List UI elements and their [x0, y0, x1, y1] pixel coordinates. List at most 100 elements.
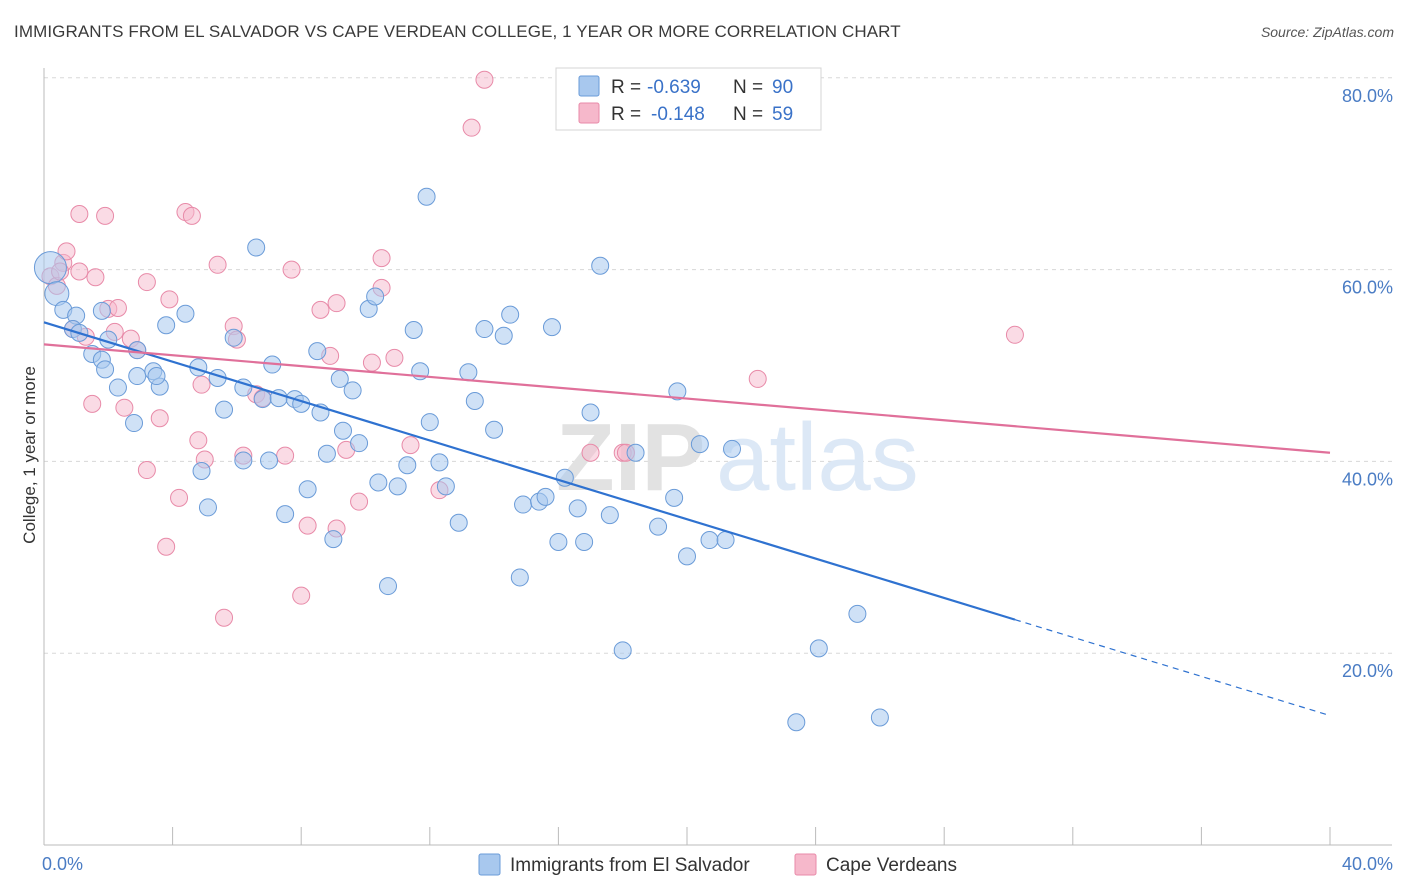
- point-cape-verdean: [362, 353, 381, 372]
- point-el-salvador: [176, 304, 195, 323]
- point-cape-verdean: [748, 369, 767, 388]
- y-tick-label: 60.0%: [1342, 278, 1393, 298]
- grid-layer: [44, 77, 1392, 654]
- x-tick-label: 40.0%: [1342, 854, 1393, 874]
- point-el-salvador: [125, 414, 144, 433]
- y-tick-label: 20.0%: [1342, 661, 1393, 681]
- point-el-salvador: [420, 413, 439, 432]
- point-el-salvador: [253, 390, 272, 409]
- point-cape-verdean: [311, 300, 330, 319]
- point-el-salvador: [92, 301, 111, 320]
- point-el-salvador: [678, 547, 696, 566]
- series-cape-verdeans: [41, 70, 1024, 627]
- point-el-salvador: [234, 378, 253, 397]
- point-el-salvador: [224, 328, 243, 347]
- point-cape-verdean: [475, 70, 494, 89]
- point-el-salvador: [494, 326, 513, 345]
- point-el-salvador: [459, 363, 478, 382]
- point-el-salvador: [33, 251, 67, 285]
- point-el-salvador: [536, 487, 555, 506]
- point-el-salvador: [366, 287, 385, 306]
- point-el-salvador: [128, 367, 147, 386]
- point-el-salvador: [449, 513, 468, 532]
- point-el-salvador: [809, 639, 828, 658]
- point-cape-verdean: [350, 492, 369, 511]
- point-el-salvador: [848, 604, 867, 623]
- point-el-salvador: [555, 468, 574, 487]
- point-el-salvador: [581, 403, 600, 422]
- point-el-salvador: [787, 713, 806, 732]
- point-el-salvador: [157, 316, 176, 335]
- point-el-salvador: [626, 443, 645, 462]
- legend-n-value-pink: 59: [772, 104, 793, 125]
- point-el-salvador: [600, 506, 619, 525]
- legend-n-label-pink: N =: [733, 104, 763, 125]
- point-el-salvador: [234, 451, 253, 470]
- point-el-salvador: [388, 477, 407, 496]
- point-el-salvador: [501, 305, 520, 324]
- point-cape-verdean: [208, 255, 227, 274]
- point-cape-verdean: [115, 398, 134, 417]
- point-el-salvador: [343, 381, 362, 400]
- point-cape-verdean: [108, 298, 127, 317]
- point-el-salvador: [723, 439, 742, 458]
- point-cape-verdean: [70, 204, 89, 223]
- point-el-salvador: [465, 391, 484, 410]
- point-cape-verdean: [215, 608, 234, 627]
- point-cape-verdean: [57, 242, 76, 261]
- trend-line-cape-verdean: [43, 343, 1331, 454]
- point-el-salvador: [665, 488, 684, 507]
- point-cape-verdean: [189, 431, 208, 450]
- point-cape-verdean: [70, 262, 89, 281]
- point-el-salvador: [649, 517, 668, 536]
- point-cape-verdean: [401, 436, 420, 455]
- point-el-salvador: [690, 435, 709, 454]
- legend-swatch-blue: [578, 75, 600, 97]
- point-cape-verdean: [192, 375, 211, 394]
- point-cape-verdean: [150, 409, 169, 428]
- point-cape-verdean: [292, 586, 311, 605]
- point-el-salvador: [716, 531, 735, 550]
- point-cape-verdean: [276, 446, 295, 465]
- point-el-salvador: [276, 505, 295, 524]
- point-cape-verdean: [1005, 325, 1024, 344]
- point-el-salvador: [379, 577, 398, 596]
- point-el-salvador: [96, 360, 115, 379]
- bottom-legend-swatch-pink: [794, 853, 817, 876]
- point-el-salvador: [298, 480, 317, 499]
- y-tick-label: 40.0%: [1342, 469, 1393, 489]
- legend-n-value-blue: 90: [772, 77, 793, 98]
- point-el-salvador: [333, 421, 352, 440]
- point-el-salvador: [475, 320, 494, 339]
- point-el-salvador: [308, 342, 327, 361]
- point-el-salvador: [575, 532, 594, 551]
- point-cape-verdean: [282, 260, 301, 279]
- point-el-salvador: [549, 532, 568, 551]
- point-el-salvador: [417, 187, 436, 206]
- point-cape-verdean: [83, 394, 102, 413]
- point-el-salvador: [542, 318, 561, 337]
- legend-r-value-pink: -0.148: [651, 104, 705, 125]
- point-el-salvador: [430, 453, 449, 472]
- trend-line-el-salvador: [43, 321, 1016, 621]
- chart-title: IMMIGRANTS FROM EL SALVADOR VS CAPE VERD…: [14, 22, 901, 41]
- legend-r-value-blue: -0.639: [647, 77, 701, 98]
- watermark-atlas: atlas: [716, 404, 919, 511]
- axis-layer: 20.0% 40.0% 60.0% 80.0% 0.0% 40.0%: [42, 68, 1393, 874]
- point-el-salvador: [514, 495, 533, 514]
- point-el-salvador: [369, 473, 388, 492]
- bottom-legend-label-pink: Cape Verdeans: [826, 855, 957, 876]
- trend-lines: [43, 321, 1331, 717]
- point-cape-verdean: [327, 294, 346, 313]
- point-el-salvador: [324, 530, 343, 549]
- legend-r-label-pink: R =: [611, 104, 641, 125]
- point-cape-verdean: [298, 516, 317, 535]
- legend-swatch-pink: [578, 102, 600, 124]
- point-cape-verdean: [86, 268, 105, 287]
- point-cape-verdean: [160, 290, 179, 309]
- y-tick-label: 80.0%: [1342, 86, 1393, 106]
- point-cape-verdean: [182, 206, 201, 225]
- point-cape-verdean: [462, 118, 481, 137]
- point-el-salvador: [591, 256, 610, 275]
- point-el-salvador: [436, 477, 455, 496]
